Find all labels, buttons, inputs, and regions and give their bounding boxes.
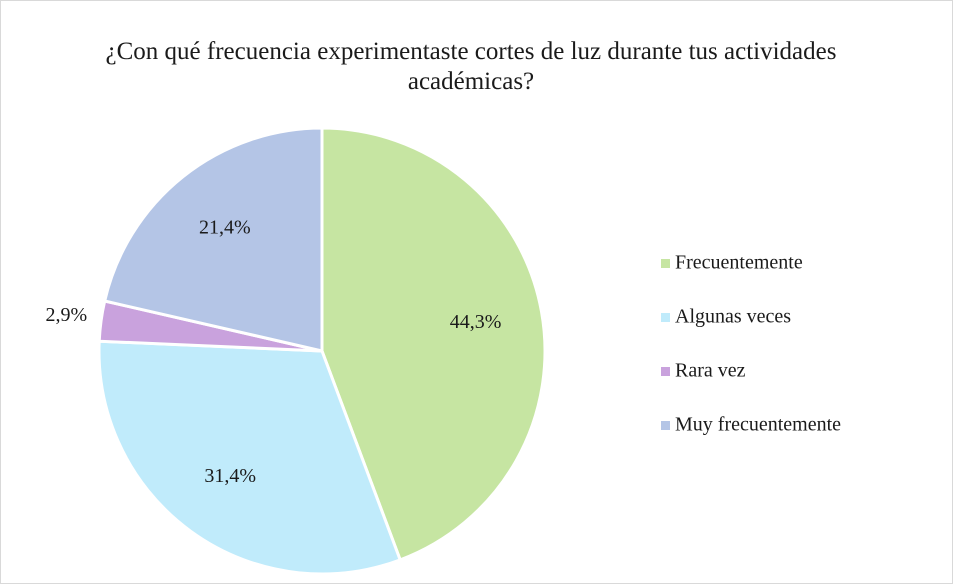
legend-label: Rara vez — [675, 360, 746, 382]
data-label: 2,9% — [46, 304, 88, 326]
legend-swatch — [661, 313, 670, 322]
legend-swatch — [661, 367, 670, 376]
chart-title: ¿Con qué frecuencia experimentaste corte… — [105, 38, 837, 95]
data-label: 44,3% — [450, 311, 502, 333]
legend-label: Algunas veces — [675, 306, 791, 328]
legend-label: Frecuentemente — [675, 252, 803, 274]
legend-swatch — [661, 421, 670, 430]
pie-slice — [102, 126, 324, 353]
data-label: 31,4% — [204, 465, 256, 487]
data-label: 21,4% — [199, 216, 251, 238]
pie-slice — [97, 339, 403, 576]
legend-label: Muy frecuentemente — [675, 414, 841, 436]
pie-slice — [320, 126, 547, 562]
legend-swatch — [661, 259, 670, 268]
